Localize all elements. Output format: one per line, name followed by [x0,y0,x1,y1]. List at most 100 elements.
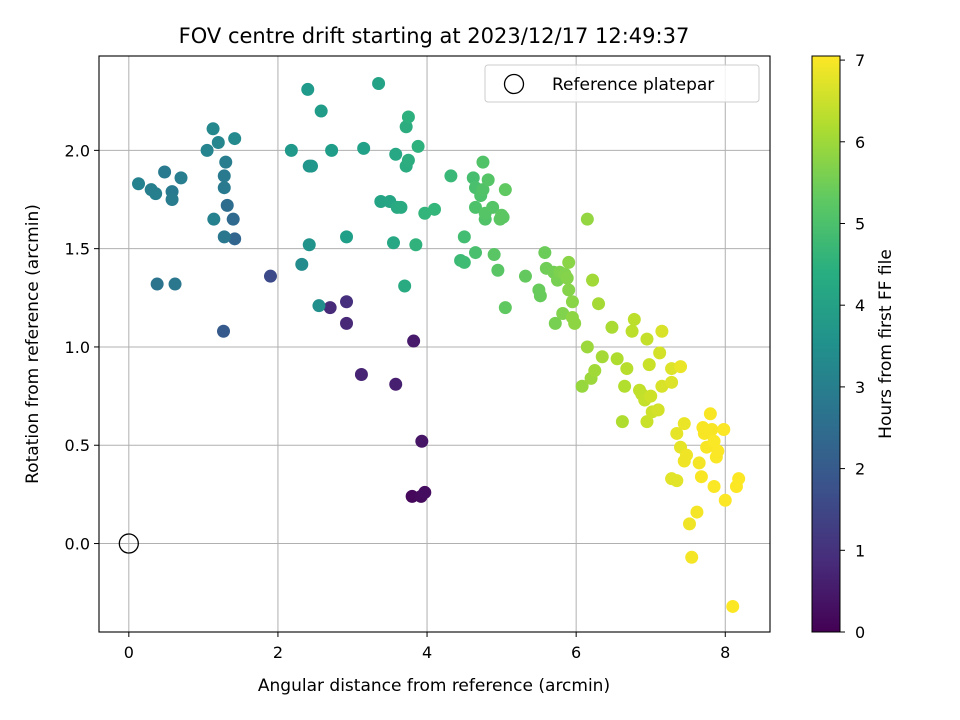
data-point [476,155,490,169]
data-point [444,169,458,183]
data-point [580,212,594,226]
data-point [325,143,339,157]
data-point [389,147,403,161]
data-point [707,480,721,494]
colorbar [811,55,841,633]
x-tick-label: 2 [273,643,283,662]
data-point [692,456,706,470]
data-point [228,232,242,246]
data-point [674,360,688,374]
data-point [168,277,182,291]
data-point [625,324,639,338]
data-point [518,269,532,283]
data-point [498,301,512,315]
data-point [206,122,220,136]
legend-marker-icon [503,73,525,95]
data-point [211,135,225,149]
colorbar-tick-label: 0 [855,623,865,642]
data-point [580,340,594,354]
data-point [374,194,388,208]
y-tick-label: 1.0 [65,338,90,357]
data-point [228,132,242,146]
data-point [457,255,471,269]
data-point [640,415,654,429]
data-points [132,77,746,613]
data-point [401,110,415,124]
data-point [284,143,298,157]
data-point [618,379,632,393]
colorbar-tick-label: 6 [855,133,865,152]
colorbar-ticks: 0 1 2 3 4 5 6 7 [840,51,865,642]
data-point [457,230,471,244]
data-point [314,104,328,118]
data-point [620,362,634,376]
data-point [165,193,179,207]
data-point [481,173,495,187]
data-point [301,82,315,96]
data-point [217,230,231,244]
data-point [219,155,233,169]
colorbar-tick-label: 4 [855,296,865,315]
data-point [487,248,501,262]
data-point [651,403,665,417]
data-point [399,120,413,134]
data-point [415,434,429,448]
x-axis-ticks: 0 2 4 6 8 [124,632,730,662]
data-point [312,299,326,313]
x-tick-label: 8 [720,643,730,662]
data-point [174,171,188,185]
data-point [302,238,316,252]
colorbar-tick-label: 3 [855,378,865,397]
data-point [217,324,231,338]
data-point [586,273,600,287]
data-point [726,599,740,613]
data-point [226,212,240,226]
x-tick-label: 6 [571,643,581,662]
data-point [562,283,576,297]
data-point [340,316,354,330]
data-point [469,200,483,214]
data-point [560,271,574,285]
data-point [398,279,412,293]
data-point [491,263,505,277]
colorbar-tick-label: 2 [855,460,865,479]
y-tick-label: 0.5 [65,436,90,455]
reference-marker-layer [118,533,139,554]
data-point [588,364,602,378]
data-point [428,202,441,216]
data-point [372,77,386,91]
data-point [200,143,214,157]
data-point [389,377,403,391]
data-point [304,159,318,173]
chart-title: FOV centre drift starting at 2023/12/17 … [179,24,690,48]
data-point [615,415,629,429]
data-point [150,277,164,291]
data-point [670,426,684,440]
data-point [263,269,277,283]
data-point [610,352,624,366]
x-axis-label: Angular distance from reference (arcmin) [258,676,610,696]
data-point [707,434,721,448]
data-point [653,346,667,360]
data-point [732,472,746,486]
colorbar-tick-label: 5 [855,214,865,233]
data-point [538,246,552,260]
x-tick-label: 4 [422,643,432,662]
data-point [354,367,368,381]
grid-lines [99,56,770,632]
data-point [340,295,354,309]
data-point [496,210,510,224]
data-point [207,212,221,226]
data-point [158,165,172,179]
data-point [627,312,641,326]
data-point [476,183,490,197]
data-point [466,171,480,185]
data-point [690,505,704,519]
data-point [323,301,337,315]
data-point [401,153,415,167]
data-point [711,444,725,458]
colorbar-label: Hours from first FF file [876,249,896,439]
data-point [644,389,658,403]
data-point [418,485,432,499]
